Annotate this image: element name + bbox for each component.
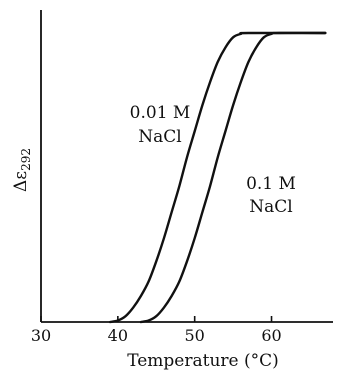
series-label-0-line-1: 0.01 M bbox=[130, 103, 191, 123]
x-axis-ticks: 30 40 50 60 bbox=[31, 316, 282, 345]
x-tick-label: 40 bbox=[108, 326, 128, 345]
series-label-1-line-1: 0.1 M bbox=[246, 174, 296, 194]
series-label-1-line-2: NaCl bbox=[249, 197, 292, 217]
x-tick-label: 60 bbox=[261, 326, 281, 345]
series-line-1 bbox=[139, 31, 327, 324]
y-axis-label-main: Δε bbox=[11, 171, 31, 192]
y-axis-label: Δε292 bbox=[11, 148, 33, 192]
x-axis-label: Temperature (°C) bbox=[127, 351, 279, 371]
plot-area bbox=[108, 31, 327, 324]
y-axis-label-sub: 292 bbox=[19, 148, 33, 171]
x-tick-label: 50 bbox=[185, 326, 205, 345]
series-label-0-line-2: NaCl bbox=[138, 127, 181, 147]
series-line-0 bbox=[108, 31, 327, 324]
x-tick-label: 30 bbox=[31, 326, 51, 345]
